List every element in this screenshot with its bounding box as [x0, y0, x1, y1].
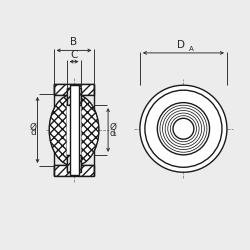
Text: 1: 1: [112, 132, 116, 137]
Text: d: d: [31, 128, 36, 138]
Circle shape: [140, 85, 227, 172]
Ellipse shape: [49, 94, 99, 166]
Circle shape: [157, 102, 210, 155]
Text: d: d: [109, 129, 114, 138]
Circle shape: [145, 90, 222, 167]
Text: A: A: [189, 46, 194, 52]
Polygon shape: [70, 85, 78, 175]
Text: Ø: Ø: [30, 122, 36, 132]
Text: B: B: [70, 38, 78, 48]
Text: C: C: [70, 50, 78, 59]
Polygon shape: [54, 84, 94, 95]
Polygon shape: [66, 155, 82, 172]
Polygon shape: [54, 165, 94, 176]
Circle shape: [173, 118, 194, 139]
Text: Ø: Ø: [109, 123, 116, 132]
Text: D: D: [177, 40, 185, 50]
Polygon shape: [66, 88, 82, 105]
